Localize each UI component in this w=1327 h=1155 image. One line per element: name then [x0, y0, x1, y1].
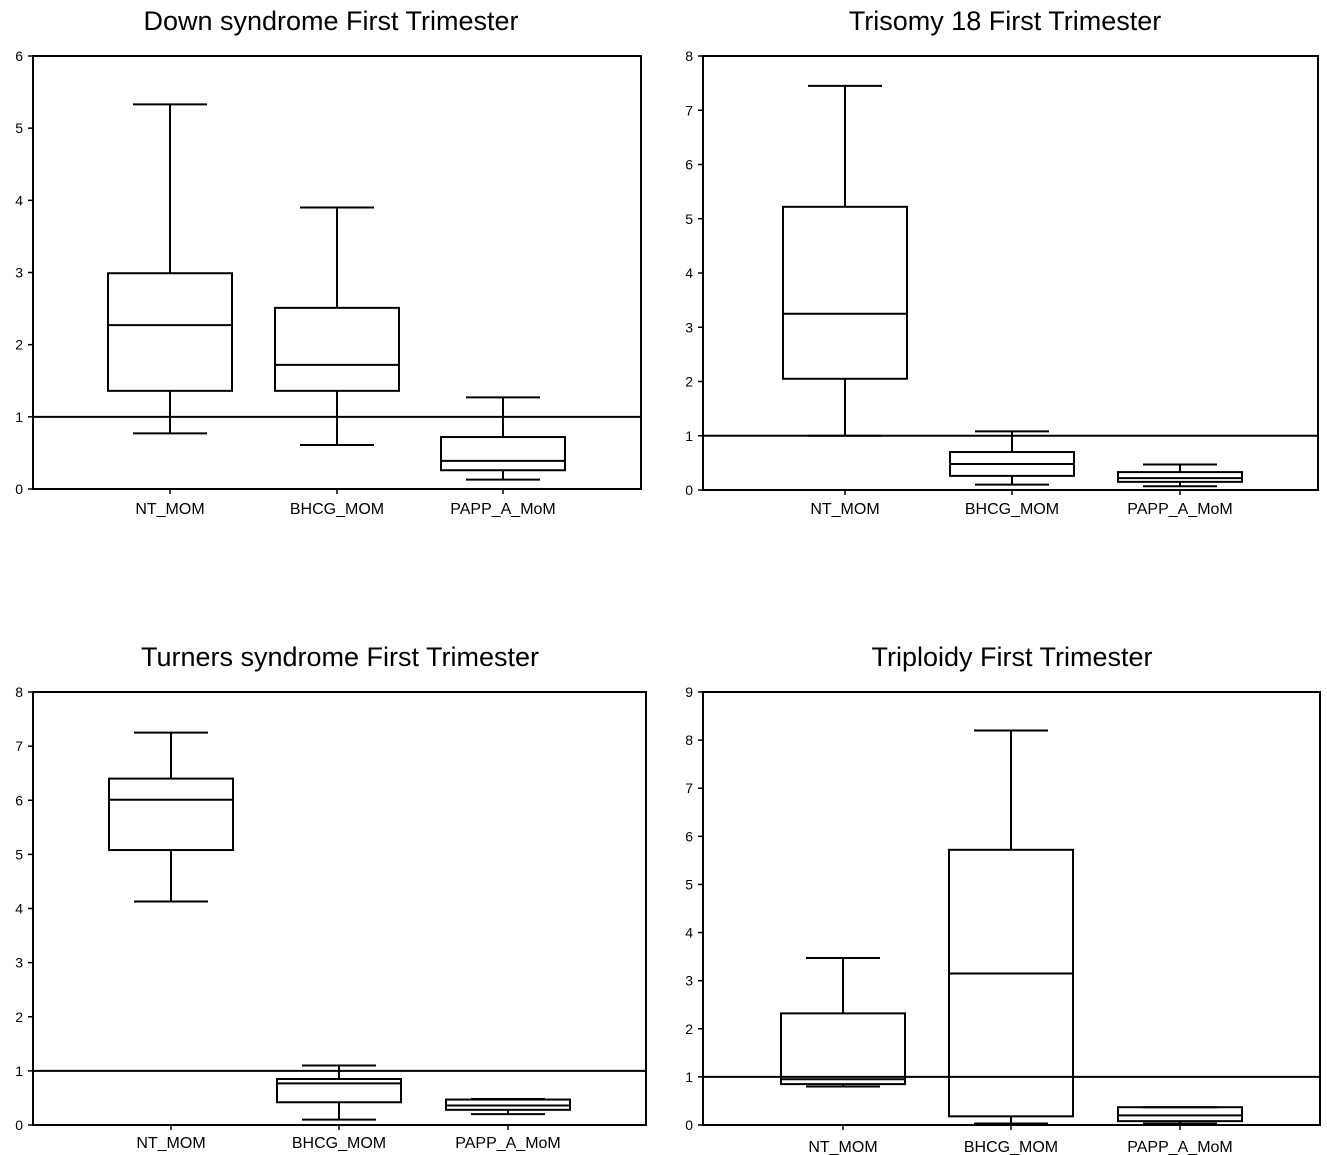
chart-trisomy-18: Trisomy 18 First Trimester 0 1 2 3 4 5 6 7 8 NT_M… — [685, 6, 1319, 518]
y-tick-label: 6 — [685, 828, 693, 844]
chart-title: Turners syndrome First Trimester — [141, 642, 539, 672]
y-tick-label: 6 — [15, 48, 23, 64]
x-tick-label: NT_MOM — [135, 501, 204, 518]
y-tick-label: 5 — [15, 846, 23, 862]
box-plot-nt-mom — [782, 84, 908, 437]
plot-frame — [32, 691, 647, 1126]
y-tick-label: 0 — [15, 481, 23, 497]
y-tick-label: 2 — [685, 374, 693, 390]
box — [274, 306, 400, 392]
x-tick-label: PAPP_A_MoM — [1127, 1139, 1233, 1155]
chart-title: Trisomy 18 First Trimester — [849, 6, 1162, 36]
chart-title: Down syndrome First Trimester — [143, 6, 518, 36]
box — [948, 848, 1074, 1118]
box — [1117, 1106, 1243, 1123]
box-plot-bhcg-mom — [949, 430, 1075, 486]
x-tick-label: NT_MOM — [808, 1139, 877, 1155]
y-tick-label: 8 — [15, 684, 23, 700]
box — [108, 777, 234, 852]
y-tick-label: 3 — [15, 955, 23, 971]
y-tick-label: 0 — [15, 1117, 23, 1133]
chart-triploidy: Triploidy First Trimester 0 1 2 3 4 5 6 7 8 9 NT_M… — [685, 642, 1321, 1155]
box — [1117, 471, 1243, 483]
y-tick-label: 5 — [15, 120, 23, 136]
x-tick-label: PAPP_A_MoM — [1127, 501, 1233, 518]
y-tick-label: 5 — [685, 211, 693, 227]
y-tick-label: 0 — [685, 482, 693, 498]
x-tick-label: NT_MOM — [136, 1135, 205, 1152]
x-tick-label: BHCG_MOM — [964, 1139, 1058, 1155]
box-plot-bhcg-mom — [948, 729, 1074, 1125]
x-tick-label: PAPP_A_MoM — [455, 1135, 561, 1152]
y-tick-label: 4 — [15, 901, 23, 917]
y-tick-label: 3 — [685, 973, 693, 989]
y-tick-label: 1 — [685, 428, 693, 444]
x-tick-label: BHCG_MOM — [292, 1135, 386, 1152]
y-tick-label: 6 — [15, 792, 23, 808]
y-tick-label: 9 — [685, 684, 693, 700]
y-tick-label: 2 — [15, 337, 23, 353]
y-tick-label: 0 — [685, 1117, 693, 1133]
box-plot-bhcg-mom — [274, 206, 400, 446]
x-tick-label: BHCG_MOM — [965, 501, 1059, 518]
box — [440, 436, 566, 472]
plot-frame — [702, 55, 1319, 491]
y-tick-label: 4 — [685, 265, 693, 281]
y-tick-label: 3 — [685, 319, 693, 335]
box-plot-papp-a-mom — [1117, 1106, 1243, 1125]
y-tick-label: 1 — [15, 409, 23, 425]
y-tick-label: 6 — [685, 157, 693, 173]
y-tick-label: 7 — [685, 102, 693, 118]
box-plot-nt-mom — [780, 957, 906, 1088]
chart-down-syndrome: Down syndrome First Trimester 0 1 2 3 4 5 6 NT_… — [15, 6, 642, 518]
y-tick-label: 7 — [685, 780, 693, 796]
y-tick-label: 7 — [15, 738, 23, 754]
y-tick-label: 2 — [685, 1021, 693, 1037]
y-tick-label: 1 — [685, 1069, 693, 1085]
x-tick-label: NT_MOM — [810, 501, 879, 518]
x-tick-label: PAPP_A_MoM — [450, 501, 556, 518]
y-tick-label: 8 — [685, 48, 693, 64]
chart-title: Triploidy First Trimester — [871, 642, 1152, 672]
box — [780, 1012, 906, 1086]
box-plot-papp-a-mom — [1117, 463, 1243, 488]
chart-turners-syndrome: Turners syndrome First Trimester 0 1 2 3 4 5 6… — [15, 642, 647, 1152]
y-tick-label: 4 — [15, 192, 23, 208]
box — [782, 205, 908, 380]
box-plot-bhcg-mom — [276, 1064, 402, 1121]
y-tick-label: 5 — [685, 876, 693, 892]
box-plot-nt-mom — [108, 731, 234, 903]
box-plot-nt-mom — [107, 103, 233, 435]
box — [107, 272, 233, 392]
box-plot-papp-a-mom — [445, 1098, 571, 1116]
x-tick-label: BHCG_MOM — [290, 501, 384, 518]
y-tick-label: 1 — [15, 1063, 23, 1079]
y-tick-label: 4 — [685, 925, 693, 941]
box-plot-papp-a-mom — [440, 396, 566, 481]
box — [276, 1077, 402, 1104]
y-tick-label: 2 — [15, 1009, 23, 1025]
y-tick-label: 3 — [15, 265, 23, 281]
y-tick-label: 8 — [685, 732, 693, 748]
